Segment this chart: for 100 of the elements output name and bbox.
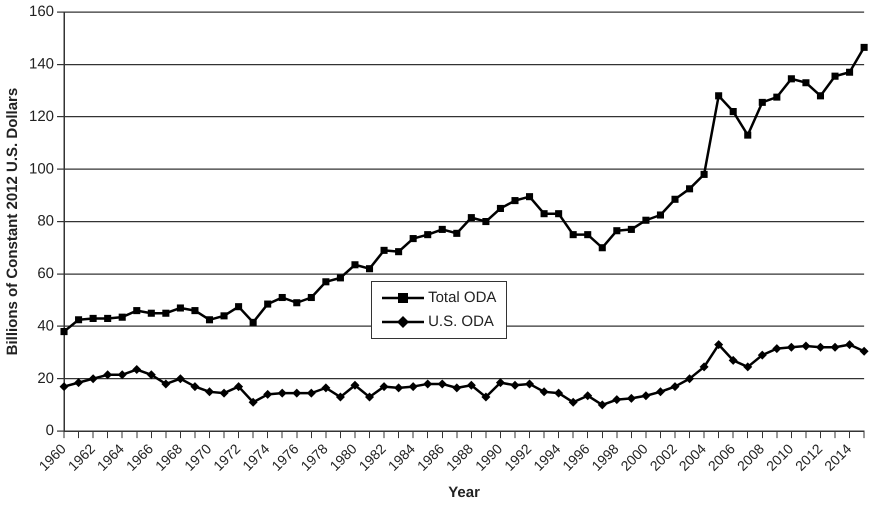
point (190, 382, 200, 392)
x-axis-title: Year (448, 484, 480, 502)
point (612, 395, 622, 404)
point (74, 378, 84, 388)
point (846, 68, 854, 76)
point (293, 299, 300, 306)
point (554, 388, 564, 398)
y-axis-title: Billions of Constant 2012 U.S. Dollars (4, 88, 22, 356)
point (728, 356, 738, 365)
point (322, 278, 330, 286)
y-tick-label: 0 (46, 422, 54, 440)
point (540, 387, 549, 396)
point (410, 235, 417, 242)
point (235, 303, 242, 310)
point (481, 392, 490, 402)
point (278, 388, 287, 398)
point (452, 383, 462, 392)
point (743, 362, 752, 372)
point (598, 244, 606, 252)
point (598, 400, 607, 410)
point (468, 214, 475, 222)
y-tick-label: 20 (37, 370, 54, 387)
y-tick-label: 40 (37, 317, 54, 334)
point (670, 382, 680, 392)
point (206, 316, 214, 324)
point (568, 398, 578, 407)
point (613, 227, 620, 234)
point (714, 340, 724, 350)
point (496, 204, 504, 212)
point (423, 379, 432, 388)
point (511, 197, 519, 204)
point (831, 72, 839, 80)
point (700, 362, 709, 372)
point (744, 132, 752, 139)
point (162, 310, 170, 317)
point (148, 310, 155, 317)
point (264, 300, 272, 308)
point (642, 216, 650, 224)
point (816, 342, 825, 352)
point (466, 380, 476, 390)
point (60, 382, 69, 392)
point (686, 185, 694, 192)
point (336, 392, 345, 402)
point (758, 350, 767, 360)
point (133, 307, 140, 314)
point (772, 344, 782, 354)
point (395, 248, 402, 256)
point (366, 265, 374, 272)
point (380, 382, 389, 392)
point (801, 341, 810, 350)
point (191, 307, 198, 314)
point (350, 380, 360, 390)
point (176, 304, 184, 312)
point (161, 379, 170, 388)
point (75, 316, 82, 324)
point (715, 92, 722, 100)
point (845, 340, 854, 350)
point (700, 170, 708, 178)
y-tick-label: 160 (28, 3, 54, 20)
point (408, 382, 418, 392)
point (365, 392, 374, 402)
point (788, 75, 795, 82)
point (482, 218, 490, 226)
point (583, 391, 592, 400)
point (220, 312, 228, 320)
point (60, 328, 68, 336)
point (816, 92, 824, 100)
point (540, 210, 548, 218)
point (730, 108, 737, 116)
point (496, 378, 505, 388)
point (380, 246, 388, 254)
point (351, 261, 359, 268)
point (526, 193, 534, 200)
point (786, 342, 796, 352)
point (88, 374, 98, 384)
point (234, 382, 244, 392)
point (510, 380, 520, 390)
point (830, 342, 840, 352)
point (394, 383, 404, 392)
point (685, 374, 694, 384)
point (626, 394, 636, 403)
point (438, 379, 447, 388)
point (263, 390, 272, 399)
point (758, 98, 766, 106)
y-tick-label: 80 (37, 212, 54, 230)
point (321, 383, 330, 392)
point (424, 231, 432, 238)
y-tick-label: 60 (37, 265, 54, 282)
point (656, 387, 665, 396)
point (220, 388, 229, 398)
point (250, 318, 257, 326)
point (90, 314, 97, 322)
point (671, 196, 679, 203)
point (278, 294, 286, 302)
point (641, 391, 650, 400)
point (570, 231, 577, 238)
point (453, 230, 460, 237)
point (132, 365, 142, 374)
point (773, 94, 780, 101)
point (248, 398, 258, 407)
